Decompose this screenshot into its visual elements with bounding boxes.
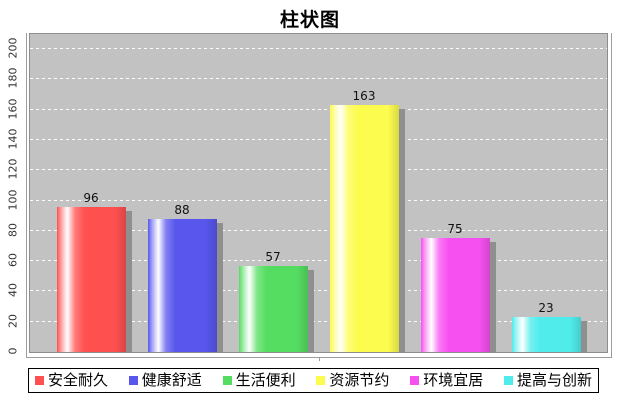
gridline-y-120 bbox=[30, 169, 607, 171]
chart-title: 柱状图 bbox=[279, 9, 340, 31]
bar-环境宜居 bbox=[420, 238, 490, 352]
legend-item-安全耐久: 安全耐久 bbox=[35, 373, 108, 388]
gridline-y-180 bbox=[30, 78, 607, 80]
legend-swatch-icon bbox=[222, 376, 232, 385]
legend-swatch-icon bbox=[128, 376, 138, 385]
legend-item-资源节约: 资源节约 bbox=[316, 373, 389, 388]
bar-value-label: 88 bbox=[174, 202, 190, 217]
bar-value-label: 96 bbox=[83, 190, 99, 205]
legend-swatch-icon bbox=[316, 376, 326, 385]
legend-item-提高与创新: 提高与创新 bbox=[503, 371, 592, 389]
gridline-y-80 bbox=[30, 229, 607, 231]
gridline-y-40 bbox=[30, 290, 607, 292]
bar-series-group: 96 88 57 163 75 23 bbox=[30, 34, 607, 352]
gridline-y-200 bbox=[30, 48, 607, 49]
y-tick-label-80: 80 bbox=[6, 222, 20, 237]
bar-value-label: 57 bbox=[265, 249, 281, 264]
chart-legend: 安全耐久 健康舒适 生活便利 资源节约 环境宜居 提高与创新 bbox=[28, 368, 599, 393]
y-tick-label-180: 180 bbox=[6, 67, 20, 89]
y-axis-line bbox=[26, 33, 27, 358]
plot-area: 96 88 57 163 75 23 bbox=[29, 33, 608, 353]
y-tick-label-120: 120 bbox=[6, 158, 20, 180]
legend-label: 环境宜居 bbox=[423, 371, 484, 389]
legend-label: 健康舒适 bbox=[141, 371, 202, 389]
bar-value-label: 75 bbox=[447, 222, 463, 237]
y-tick-label-200: 200 bbox=[6, 37, 20, 59]
y-tick-label-160: 160 bbox=[6, 98, 20, 120]
y-tick-label-0: 0 bbox=[6, 347, 20, 355]
legend-label: 生活便利 bbox=[235, 371, 296, 389]
gridline-y-160 bbox=[30, 108, 607, 110]
y-axis: 0 20 40 60 80 100 120 140 160 180 200 bbox=[0, 33, 29, 355]
bar-提高与创新 bbox=[511, 317, 581, 352]
y-tick-label-20: 20 bbox=[6, 313, 20, 328]
bar-group-提高与创新: 23 bbox=[511, 34, 581, 352]
legend-label: 提高与创新 bbox=[516, 371, 592, 389]
legend-swatch-icon bbox=[35, 376, 44, 385]
legend-item-环境宜居: 环境宜居 bbox=[410, 373, 483, 388]
legend-swatch-icon bbox=[503, 376, 513, 385]
legend-label: 安全耐久 bbox=[48, 371, 109, 389]
gridline-y-20 bbox=[30, 320, 607, 322]
bar-group-资源节约: 163 bbox=[329, 34, 399, 352]
y-tick-label-40: 40 bbox=[6, 283, 20, 298]
legend-swatch-icon bbox=[410, 376, 420, 385]
gridline-y-100 bbox=[30, 199, 607, 201]
x-axis-right-line bbox=[611, 33, 612, 358]
bar-健康舒适 bbox=[147, 218, 217, 352]
bar-group-安全耐久: 96 bbox=[56, 34, 126, 352]
legend-label: 资源节约 bbox=[329, 371, 390, 389]
y-tick-label-60: 60 bbox=[6, 253, 20, 268]
legend-item-健康舒适: 健康舒适 bbox=[128, 371, 202, 389]
x-axis-center-tick bbox=[319, 357, 320, 361]
y-tick-label-100: 100 bbox=[6, 189, 20, 210]
bar-group-健康舒适: 88 bbox=[147, 34, 217, 352]
bar-value-label: 163 bbox=[352, 89, 376, 104]
gridline-y-60 bbox=[30, 260, 607, 262]
bar-安全耐久 bbox=[56, 206, 126, 352]
gridline-y-140 bbox=[30, 138, 607, 140]
bar-group-环境宜居: 75 bbox=[420, 34, 490, 352]
bar-资源节约 bbox=[329, 105, 399, 352]
legend-item-生活便利: 生活便利 bbox=[222, 371, 296, 389]
bar-group-生活便利: 57 bbox=[238, 34, 308, 352]
y-tick-label-140: 140 bbox=[6, 128, 20, 150]
bar-生活便利 bbox=[238, 265, 308, 352]
bar-value-label: 23 bbox=[538, 301, 554, 316]
